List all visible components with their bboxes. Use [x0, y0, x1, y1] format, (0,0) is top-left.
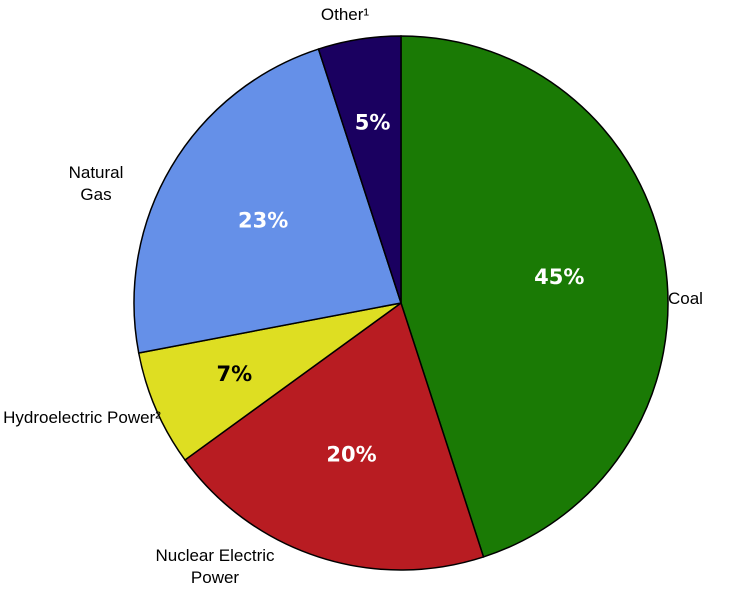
pie-slice — [183, 301, 485, 571]
pie-slice — [317, 35, 402, 304]
value-label: 45% — [534, 265, 584, 289]
value-label: 20% — [326, 442, 376, 466]
value-label: 7% — [217, 362, 253, 386]
category-label: Coal — [668, 289, 703, 308]
pie-slice — [133, 48, 402, 354]
category-label: Nuclear Electric Power — [155, 546, 275, 587]
value-label: 5% — [355, 111, 391, 135]
category-label: Natural Gas — [68, 163, 124, 204]
category-label: Other¹ — [320, 5, 370, 24]
category-label: Hydroelectric Power² — [3, 408, 161, 427]
pie-slice — [400, 35, 669, 558]
pie-slice — [137, 302, 402, 461]
value-label: 23% — [238, 208, 288, 232]
